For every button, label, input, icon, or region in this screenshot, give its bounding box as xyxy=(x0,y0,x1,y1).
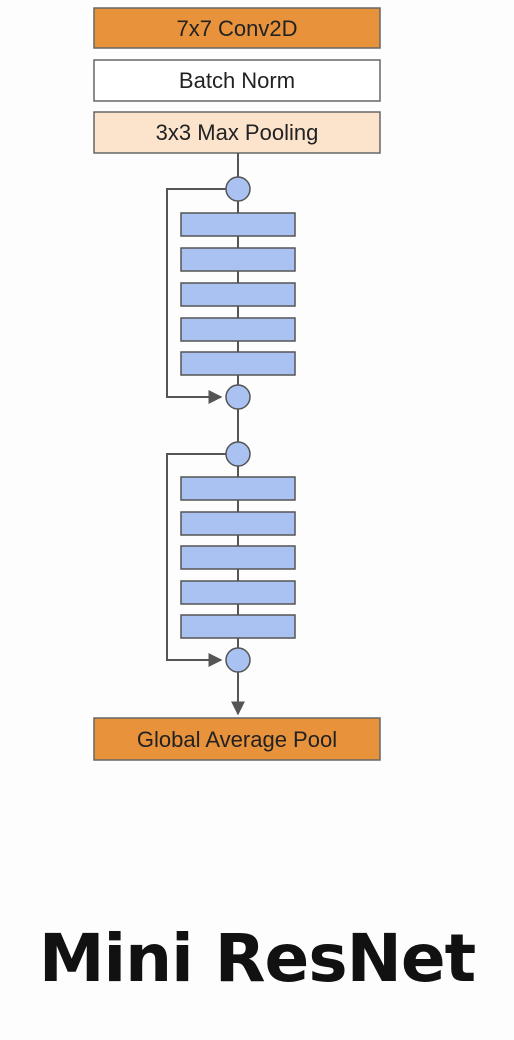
conv-layer-box xyxy=(93,7,381,49)
add-node xyxy=(225,647,251,673)
global-pool-layer: Global Average Pool xyxy=(93,717,381,761)
max-pool-label: 3x3 Max Pooling xyxy=(156,120,319,145)
conv-block-layer xyxy=(180,282,296,307)
page-title: Mini ResNet xyxy=(38,920,476,997)
residual-block-1 xyxy=(166,153,296,410)
conv-block-layer xyxy=(180,511,296,536)
skip-connection-arrow xyxy=(166,453,226,667)
residual-block-2 xyxy=(166,441,296,673)
conv-block-layer xyxy=(180,476,296,501)
conv-block-layer xyxy=(180,247,296,272)
conv-block-layer xyxy=(180,614,296,639)
conv-block-layer xyxy=(180,212,296,237)
batch-norm-layer: Batch Norm xyxy=(93,59,381,102)
add-node xyxy=(225,384,251,410)
max-pool-layer: 3x3 Max Pooling xyxy=(93,111,381,154)
conv-block-layer xyxy=(180,545,296,570)
global-pool-label: Global Average Pool xyxy=(137,727,337,752)
conv-block-layer xyxy=(180,317,296,342)
block-input-node xyxy=(225,441,251,467)
max-pool-box xyxy=(93,111,381,154)
conv-block-layer xyxy=(180,351,296,376)
batch-norm-box xyxy=(93,59,381,102)
conv-layer-label: 7x7 Conv2D xyxy=(176,16,297,41)
block-input-node xyxy=(225,176,251,202)
global-pool-box xyxy=(93,717,381,761)
conv-block-layer xyxy=(180,580,296,605)
conv-layer: 7x7 Conv2D xyxy=(93,7,381,49)
skip-connection-arrow xyxy=(166,188,226,404)
batch-norm-label: Batch Norm xyxy=(179,68,295,93)
